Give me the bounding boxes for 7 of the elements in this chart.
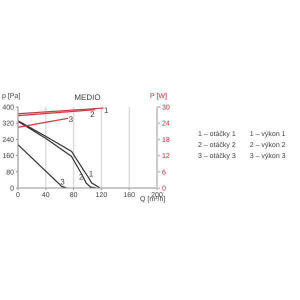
annotation: 3 [60,177,66,186]
annotation: 1 [88,169,94,178]
chart-title: MEDIO [74,93,101,102]
annotation: 3 [68,114,74,124]
annotation: 2 [90,110,96,119]
annotation: 2 [79,172,84,182]
annotation: 1 [104,106,110,116]
